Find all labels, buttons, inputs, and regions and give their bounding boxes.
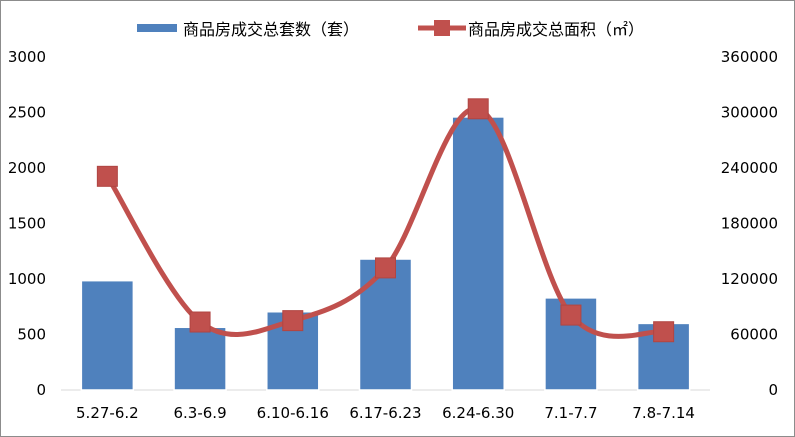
right-tick-label: 300000 bbox=[721, 104, 778, 122]
left-tick-label: 2500 bbox=[8, 104, 46, 122]
left-tick-label: 1000 bbox=[8, 270, 46, 288]
category-label: 5.27-6.2 bbox=[76, 404, 139, 422]
bar bbox=[173, 326, 227, 391]
category-label: 6.17-6.23 bbox=[349, 404, 421, 422]
left-tick-label: 2000 bbox=[8, 159, 46, 177]
left-tick-label: 1500 bbox=[8, 215, 46, 233]
legend: 商品房成交总套数（套） 商品房成交总面积（㎡） bbox=[137, 20, 644, 39]
right-axis: 0 60000 120000 180000 240000 300000 360000 bbox=[721, 48, 778, 399]
bar bbox=[80, 279, 135, 391]
line-marker bbox=[189, 311, 211, 333]
category-label: 6.10-6.16 bbox=[257, 404, 329, 422]
category-axis: 5.27-6.2 6.3-6.9 6.10-6.16 6.17-6.23 6.24-6.… bbox=[76, 404, 695, 422]
category-label: 6.24-6.30 bbox=[442, 404, 514, 422]
line-marker bbox=[467, 98, 489, 120]
left-axis: 0 500 1000 1500 2000 2500 3000 bbox=[8, 48, 46, 399]
left-tick-label: 0 bbox=[36, 381, 46, 399]
right-tick-label: 60000 bbox=[730, 326, 778, 344]
category-label: 6.3-6.9 bbox=[174, 404, 227, 422]
line-marker bbox=[96, 165, 118, 187]
right-tick-label: 120000 bbox=[721, 270, 778, 288]
category-label: 7.8-7.14 bbox=[632, 404, 695, 422]
bar bbox=[358, 258, 413, 391]
legend-bar-swatch bbox=[137, 24, 177, 32]
right-tick-label: 180000 bbox=[721, 215, 778, 233]
category-label: 7.1-7.7 bbox=[544, 404, 597, 422]
line-marker bbox=[282, 310, 304, 332]
right-tick-label: 360000 bbox=[721, 48, 778, 66]
legend-line-label: 商品房成交总面积（㎡） bbox=[468, 20, 644, 39]
bar bbox=[451, 116, 505, 391]
line-marker bbox=[560, 304, 582, 326]
right-tick-label: 240000 bbox=[721, 159, 778, 177]
legend-line-marker bbox=[434, 20, 450, 36]
line-series bbox=[96, 98, 675, 343]
line-marker bbox=[653, 321, 675, 343]
left-tick-label: 3000 bbox=[8, 48, 46, 66]
left-tick-label: 500 bbox=[17, 326, 46, 344]
bar-series bbox=[80, 116, 691, 391]
right-tick-label: 0 bbox=[768, 381, 778, 399]
line-marker bbox=[375, 257, 396, 279]
legend-bar-label: 商品房成交总套数（套） bbox=[183, 20, 359, 39]
